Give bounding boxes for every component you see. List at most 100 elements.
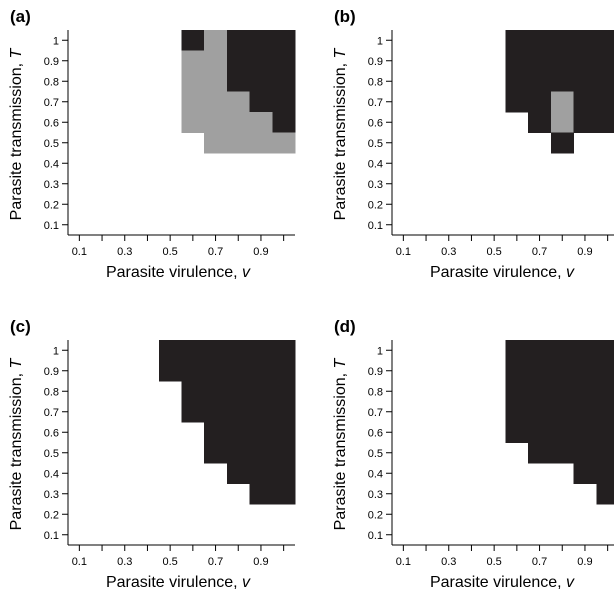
heatmap-cell [226,340,251,362]
x-axis-label: Parasite virulence, v [430,574,575,591]
heatmap-cell [573,340,597,362]
heatmap-cell [272,91,296,113]
heatmap-cell [226,112,251,134]
panel-1: 0.1 0.3 0.5 0.7 0.9 0.1 0.2 0.3 0.4 0.5 0.6 0.7 0.8 0… [332,7,614,281]
y-tick-label: 0.6 [44,117,59,129]
heatmap-cell [272,360,296,382]
heatmap-cell [181,30,205,52]
heatmap-cell [550,30,575,52]
panel-0: 0.1 0.3 0.5 0.7 0.9 0.1 0.2 0.3 0.4 0.5 0.6 0.7 0.8 0… [8,7,296,281]
y-tick-label: 0.3 [44,179,59,191]
heatmap-cell [596,442,614,464]
panel-letter: (b) [334,7,356,26]
heatmap-cell [249,91,273,113]
heatmap-cell [226,442,251,464]
y-tick-label: 0.4 [368,158,383,170]
heatmap-cell [573,360,597,382]
heatmap-cell [249,463,273,485]
heatmap-cell [573,422,597,444]
heatmap-cell [249,50,273,72]
heatmap-cell [204,112,228,134]
heatmap-cell [204,50,228,72]
x-tick-label: 0.7 [208,246,223,258]
y-tick-label: 0.8 [368,386,383,398]
heatmap-cell [596,91,614,113]
heatmap-cell [573,91,597,113]
heatmap-cell [181,381,205,403]
heatmap-cell [226,30,251,52]
x-tick-label: 0.1 [396,246,411,258]
heatmap-cell [226,91,251,113]
heatmap-cell [550,50,575,72]
heatmap-cell [528,401,552,423]
x-tick-label: 0.9 [577,556,592,568]
heatmap-cell [528,71,552,93]
heatmap-cell [181,50,205,72]
heatmap-cell [596,381,614,403]
heatmap-cell [204,340,228,362]
heatmap-cell [249,442,273,464]
heatmap-cell [249,340,273,362]
y-tick-label: 0.9 [44,56,59,68]
x-tick-label: 0.1 [72,246,87,258]
y-tick-label: 0.2 [368,199,383,211]
heatmap-cell [573,71,597,93]
heatmap-cell [181,360,205,382]
x-tick-label: 0.3 [441,556,456,568]
heatmap-cell [226,71,251,93]
heatmap-cell [528,30,552,52]
heatmap-cell [249,360,273,382]
y-tick-label: 0.4 [368,468,383,480]
heatmap-cell [528,360,552,382]
x-tick-label: 0.3 [117,246,132,258]
y-tick-label: 0.6 [44,427,59,439]
heatmap-cell [181,401,205,423]
y-tick-label: 0.5 [44,448,59,460]
heatmap-cell [550,442,575,464]
heatmap-cell [528,112,552,134]
heatmap-cell [272,71,296,93]
y-tick-label: 0.3 [368,179,383,191]
y-axis-label: Parasite transmission, T [8,357,25,530]
heatmap-cell [596,30,614,52]
heatmap-cell [573,30,597,52]
y-tick-label: 0.8 [44,386,59,398]
heatmap-cell [550,71,575,93]
heatmap-cell [573,463,597,485]
y-tick-label: 1 [377,35,383,47]
y-tick-label: 0.1 [44,530,59,542]
y-axis-label: Parasite transmission, T [8,47,25,220]
heatmap-cell [528,50,552,72]
y-tick-label: 0.6 [368,427,383,439]
heatmap-cell [573,381,597,403]
y-tick-label: 0.7 [44,407,59,419]
x-tick-label: 0.1 [72,556,87,568]
y-tick-label: 0.2 [44,509,59,521]
heatmap-cell [550,132,575,154]
x-tick-label: 0.9 [253,246,268,258]
y-tick-label: 1 [377,345,383,357]
heatmap-cell [550,360,575,382]
heatmap-cell [272,132,296,154]
heatmap-cell [505,71,529,93]
heatmap-cell [505,360,529,382]
heatmap-cell [596,112,614,134]
heatmap-cell [596,71,614,93]
heatmap-cell [505,381,529,403]
heatmap-cell [204,422,228,444]
y-axis-label: Parasite transmission, T [332,357,349,530]
y-tick-label: 0.4 [44,158,59,170]
heatmap-cell [272,340,296,362]
heatmap-cell [204,91,228,113]
panel-letter: (d) [334,317,356,336]
heatmap-cell [249,30,273,52]
heatmap-cell [272,463,296,485]
y-tick-label: 0.2 [368,509,383,521]
y-tick-label: 0.9 [368,56,383,68]
heatmap-cell [550,91,575,113]
y-tick-label: 0.3 [44,489,59,501]
heatmap-cell [550,340,575,362]
y-tick-label: 0.4 [44,468,59,480]
x-tick-label: 0.7 [532,556,547,568]
heatmap-cell [226,50,251,72]
